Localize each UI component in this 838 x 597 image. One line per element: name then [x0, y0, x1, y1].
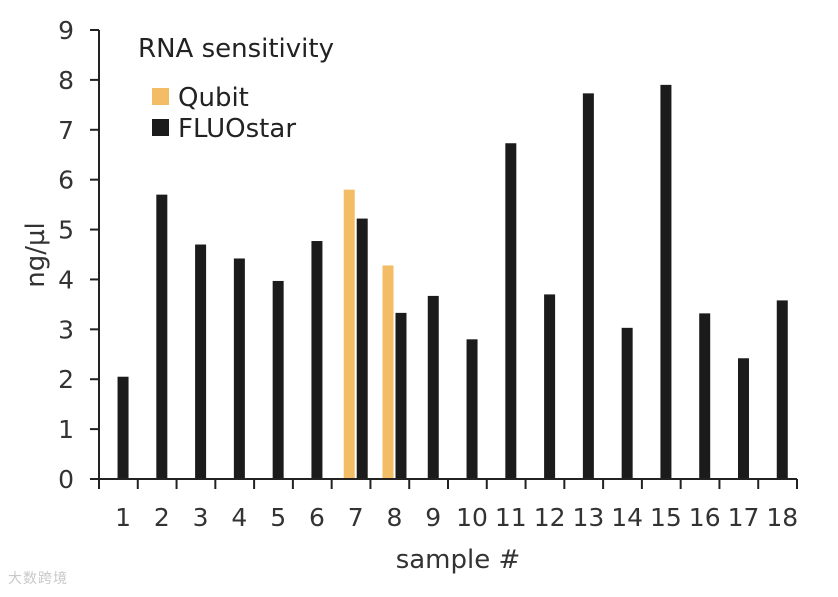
y-tick-label: 1	[58, 415, 74, 444]
bar-fluostar-sample-4	[233, 258, 245, 479]
bar-fluostar-sample-16	[699, 313, 711, 479]
x-axis-ticks: 1 2 3 4 5 6 7 8 9 10 11 12 13 14 15 16 17 18	[98, 479, 798, 532]
x-tick-label: 5	[270, 503, 286, 532]
y-tick-label: 8	[58, 66, 74, 95]
x-tick-label: 3	[193, 503, 209, 532]
watermark-text: 大数跨境	[8, 571, 68, 587]
legend-swatch-qubit	[152, 88, 169, 105]
x-tick-label: 15	[650, 503, 682, 532]
bar-fluostar-sample-8	[395, 312, 407, 479]
chart-title: RNA sensitivity	[138, 34, 334, 64]
x-tick-label: 10	[456, 503, 488, 532]
bar-fluostar-sample-15	[660, 84, 672, 479]
x-tick-label: 16	[689, 503, 721, 532]
x-tick-label: 13	[572, 503, 604, 532]
y-tick-label: 2	[58, 365, 74, 394]
x-tick-label: 1	[115, 503, 131, 532]
x-tick-label: 4	[231, 503, 247, 532]
bar-fluostar-sample-10	[466, 339, 478, 479]
bar-fluostar-sample-12	[544, 294, 556, 479]
x-tick-label: 14	[611, 503, 643, 532]
bars	[117, 84, 788, 479]
x-axis-title: sample #	[396, 545, 521, 575]
legend: Qubit FLUOstar	[152, 83, 296, 144]
y-tick-label: 3	[58, 315, 74, 344]
x-tick-label: 11	[495, 503, 527, 532]
y-tick-label: 5	[58, 216, 74, 245]
bar-fluostar-sample-17	[737, 358, 749, 479]
bar-fluostar-sample-9	[427, 295, 439, 479]
bar-fluostar-sample-13	[582, 93, 594, 479]
bar-fluostar-sample-6	[311, 241, 323, 479]
bar-fluostar-sample-5	[272, 280, 284, 479]
bar-fluostar-sample-1	[117, 376, 129, 479]
x-tick-label: 8	[387, 503, 403, 532]
x-tick-label: 9	[425, 503, 441, 532]
bar-fluostar-sample-3	[195, 244, 207, 479]
x-tick-label: 18	[766, 503, 798, 532]
y-axis-ticks: 0 1 2 3 4 5 6 7 8 9	[58, 16, 99, 494]
y-tick-label: 0	[58, 465, 74, 494]
x-tick-label: 12	[534, 503, 566, 532]
legend-swatch-fluostar	[152, 119, 169, 136]
bar-fluostar-sample-2	[156, 194, 168, 479]
y-tick-label: 9	[58, 16, 74, 45]
bar-fluostar-sample-18	[776, 300, 788, 479]
y-tick-label: 7	[58, 116, 74, 145]
y-axis-title: ng/µl	[21, 222, 51, 288]
bar-fluostar-sample-14	[621, 327, 633, 479]
x-tick-label: 17	[728, 503, 760, 532]
bar-fluostar-sample-11	[505, 143, 517, 479]
legend-label-qubit: Qubit	[178, 83, 249, 113]
x-tick-label: 6	[309, 503, 325, 532]
x-tick-label: 2	[154, 503, 170, 532]
bar-qubit-sample-8	[382, 265, 394, 479]
bar-fluostar-sample-7	[356, 218, 368, 479]
legend-label-fluostar: FLUOstar	[178, 114, 296, 144]
bar-qubit-sample-7	[343, 189, 355, 479]
y-tick-label: 4	[58, 265, 74, 294]
x-tick-label: 7	[348, 503, 364, 532]
y-tick-label: 6	[58, 166, 74, 195]
